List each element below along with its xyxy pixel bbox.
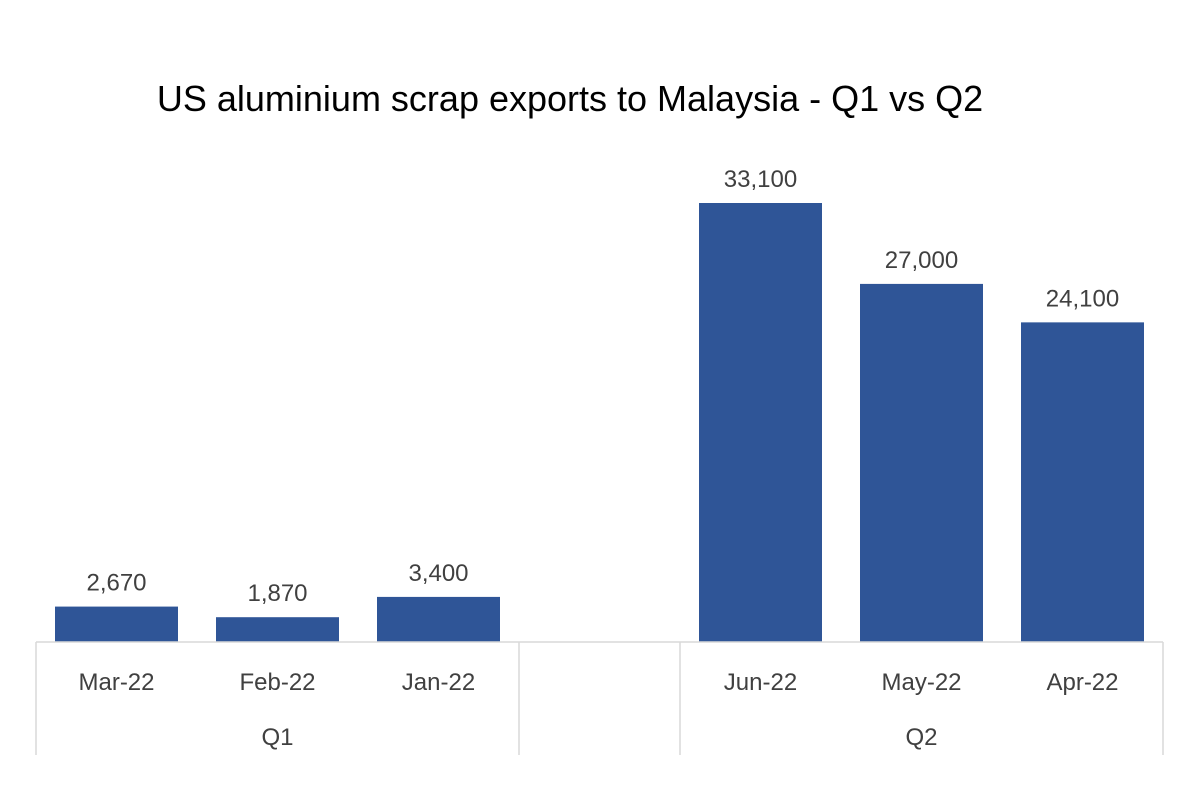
data-label: 33,100 xyxy=(724,166,797,193)
group-label: Q2 xyxy=(905,724,937,751)
bar xyxy=(860,283,983,642)
data-label: 3,400 xyxy=(408,560,468,587)
category-label: Jan-22 xyxy=(402,669,475,696)
category-label: Feb-22 xyxy=(239,669,315,696)
labels-layer: 2,670 Mar-22 1,870 Feb-22 3,400 Jan-22 Q1 33,10… xyxy=(78,166,1119,751)
data-label: 24,100 xyxy=(1046,285,1119,312)
data-label: 2,670 xyxy=(86,570,146,597)
data-label: 27,000 xyxy=(885,247,958,274)
bar xyxy=(216,617,339,642)
category-label: May-22 xyxy=(881,669,961,696)
category-label: Mar-22 xyxy=(78,669,154,696)
category-label: Apr-22 xyxy=(1046,669,1118,696)
bar xyxy=(1021,322,1144,642)
bar xyxy=(55,606,178,642)
bar xyxy=(699,203,822,642)
group-label: Q1 xyxy=(261,724,293,751)
data-label: 1,870 xyxy=(247,580,307,607)
bar xyxy=(377,596,500,642)
bars-layer xyxy=(55,203,1144,642)
category-label: Jun-22 xyxy=(724,669,797,696)
chart-title: US aluminium scrap exports to Malaysia -… xyxy=(156,78,984,119)
category-axis xyxy=(35,641,1164,755)
